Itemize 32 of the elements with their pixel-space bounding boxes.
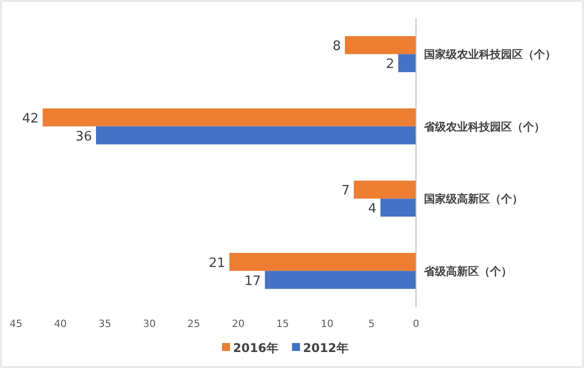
bar (354, 180, 416, 199)
y-tick-label: 国家级高新区（个） (424, 192, 523, 206)
y-tick-label: 省级农业科技园区（个） (423, 120, 545, 134)
data-label: 7 (341, 184, 350, 199)
data-label: 42 (22, 111, 39, 126)
data-label: 4 (368, 202, 376, 217)
data-label: 21 (208, 256, 226, 271)
data-label: 2 (386, 57, 394, 72)
bar (344, 36, 416, 54)
legend-label: 2012年 (303, 341, 348, 355)
data-label: 17 (244, 274, 261, 289)
x-tick-label: 30 (142, 319, 156, 330)
x-tick-label: 0 (412, 319, 420, 330)
data-label: 8 (332, 39, 341, 54)
y-tick-label: 国家级农业科技园区（个） (424, 48, 556, 62)
bar (96, 126, 416, 144)
bar (380, 198, 416, 217)
x-tick-label: 35 (98, 319, 112, 330)
bar (398, 54, 416, 72)
y-tick-label: 省级高新区（个） (423, 264, 512, 278)
legend-label: 2016年 (233, 341, 278, 355)
data-label: 36 (75, 129, 92, 144)
bar (264, 270, 416, 289)
x-tick-label: 45 (10, 319, 22, 330)
x-tick-label: 5 (368, 319, 375, 330)
x-tick-label: 20 (232, 319, 245, 330)
bar (229, 252, 416, 271)
x-tick-label: 40 (54, 319, 67, 330)
bar (42, 108, 416, 126)
x-tick-label: 15 (276, 319, 290, 330)
x-tick-label: 10 (320, 319, 334, 330)
x-tick-label: 25 (187, 319, 200, 330)
